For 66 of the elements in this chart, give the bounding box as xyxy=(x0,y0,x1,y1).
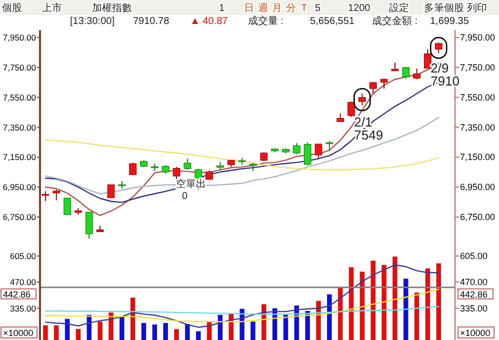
y-tick-label: 605.00 xyxy=(10,251,36,261)
y2-tick-label: 335.00 xyxy=(460,303,488,314)
candlestick xyxy=(434,42,442,54)
text: 加權指數 xyxy=(92,2,132,14)
y2-tick-label: 6,750.00 xyxy=(460,212,496,222)
text: 多筆個股 xyxy=(424,2,464,14)
text: 442.86 xyxy=(3,289,31,300)
text: 個股 xyxy=(2,3,22,14)
text: 分 xyxy=(286,2,296,14)
text: ▲ 40.87 xyxy=(190,16,228,27)
text: 1,699.35 xyxy=(430,16,470,27)
y-tick-label: 335.00 xyxy=(10,303,36,314)
text: 列印 xyxy=(467,2,487,14)
y2-tick-label: 6,950.00 xyxy=(460,182,496,192)
y-tick-label: 7,750.00 xyxy=(2,62,36,72)
text: 日 xyxy=(244,3,254,14)
candlestick xyxy=(358,93,366,106)
y-tick-label: 7,350.00 xyxy=(2,122,36,132)
line-series xyxy=(44,288,440,322)
line-series xyxy=(44,306,440,315)
y-tick-label: 6,950.00 xyxy=(2,182,36,192)
candlestick xyxy=(304,142,312,166)
candlestick xyxy=(52,189,60,201)
candlestick xyxy=(184,158,192,170)
y2-tick-label: 7,950.00 xyxy=(460,32,496,42)
text: [13:30:00] xyxy=(70,16,115,27)
y-tick-label: 470.00 xyxy=(10,277,36,288)
text: 5 xyxy=(315,3,321,14)
text: 週 xyxy=(258,3,268,14)
y-tick-label: 7,150.00 xyxy=(2,152,36,162)
text: 5,656,551 xyxy=(310,16,355,27)
candlestick xyxy=(424,48,432,70)
candlestick xyxy=(64,198,71,216)
y2-tick-label: 470.00 xyxy=(460,277,488,288)
candlestick xyxy=(326,140,334,151)
candlestick xyxy=(348,101,355,118)
ref-line-label: 442.86 xyxy=(460,289,488,300)
line-series xyxy=(44,264,440,328)
annotation: 0 xyxy=(182,191,188,202)
candlestick xyxy=(85,212,93,240)
text: 7910.78 xyxy=(133,16,170,27)
y-tick-label: 7,950.00 xyxy=(2,32,36,42)
text: ×10000 xyxy=(460,328,490,338)
y2-tick-label: 605.00 xyxy=(460,251,488,261)
text: 設定 xyxy=(389,2,409,14)
line-series xyxy=(44,139,440,170)
candlestick xyxy=(292,142,300,155)
y2-tick-label: 7,150.00 xyxy=(460,152,496,162)
candlestick xyxy=(314,144,322,160)
y2-tick-label: 7,750.00 xyxy=(460,62,496,72)
text: 成交量 : xyxy=(248,15,284,27)
y2-tick-label: 7,350.00 xyxy=(460,122,496,132)
candlestick xyxy=(380,78,388,90)
text: 1 xyxy=(219,3,225,14)
text: T xyxy=(301,3,308,14)
y-tick-label: 7,550.00 xyxy=(2,92,36,102)
text: 1200 xyxy=(348,3,371,14)
text: 月 xyxy=(272,3,282,14)
candlestick xyxy=(129,162,137,176)
y2-tick-label: 7,550.00 xyxy=(460,92,496,102)
text: 上市 xyxy=(42,2,62,14)
candlestick xyxy=(107,184,115,198)
y-tick-label: 6,750.00 xyxy=(2,212,36,222)
text: ×10000 xyxy=(3,328,34,338)
text: 成交金額 : xyxy=(372,15,418,27)
candlestick xyxy=(413,68,420,80)
